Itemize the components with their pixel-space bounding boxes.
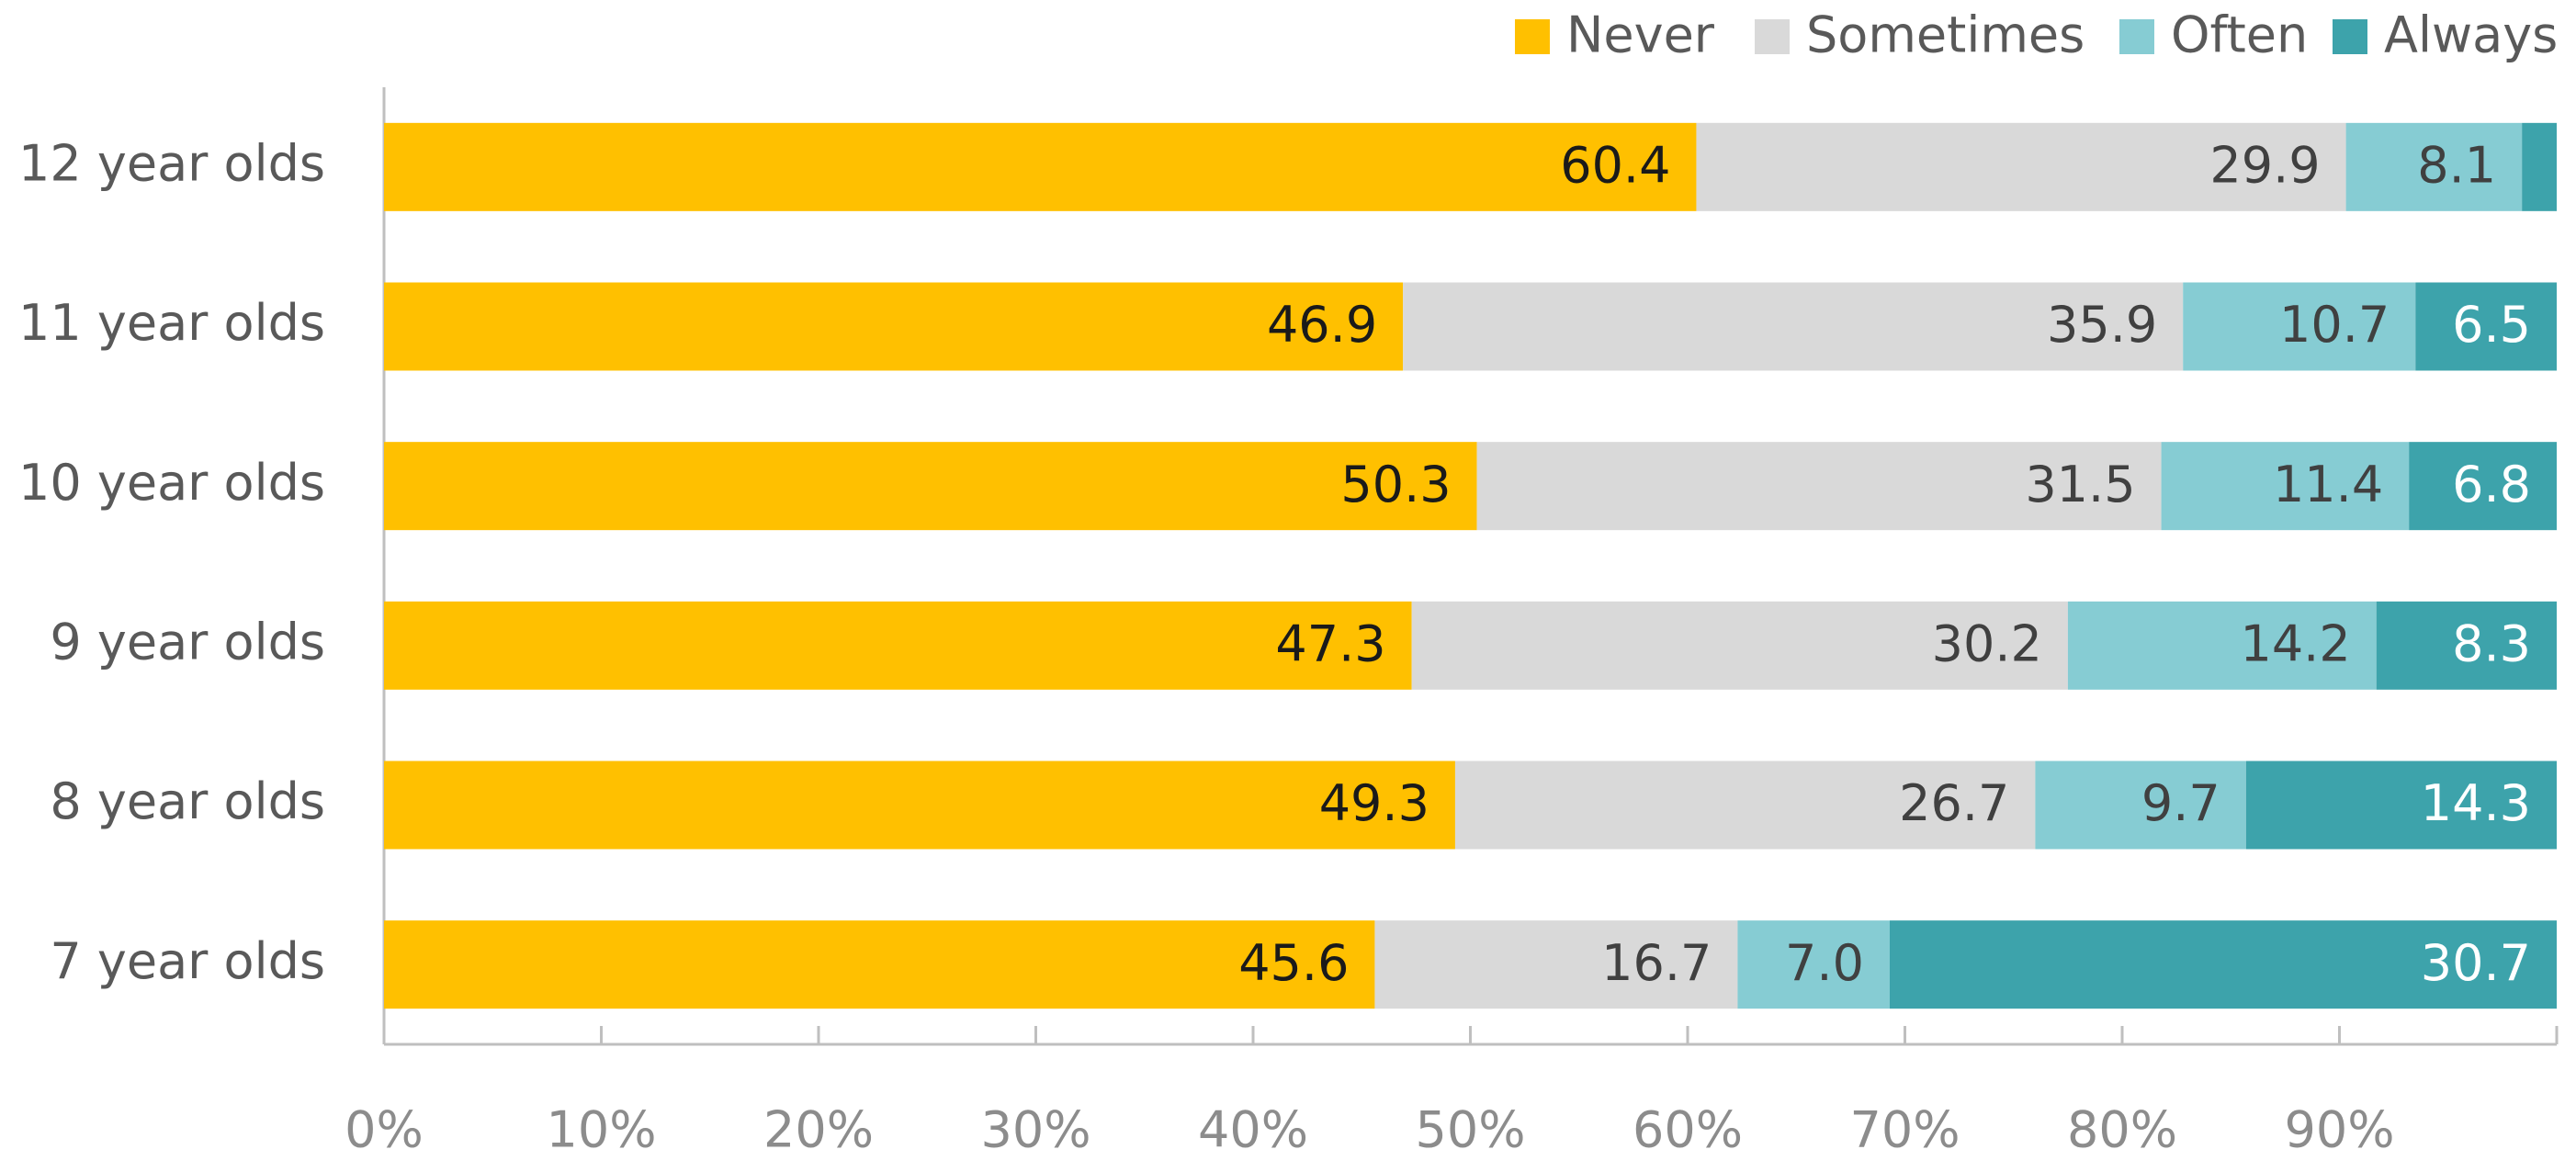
bar-segment: [1454, 761, 2036, 850]
data-label: 7.0: [1785, 934, 1864, 992]
y-tick-label: 9 year olds: [50, 613, 325, 671]
bar-segment: [2067, 601, 2377, 690]
bar-segment: [2245, 761, 2557, 850]
data-label: 35.9: [2047, 296, 2157, 354]
data-label: 49.3: [1319, 774, 1429, 832]
y-tick-label: 7 year olds: [50, 932, 325, 990]
data-label: 8.1: [2417, 136, 2496, 194]
bar-segment: [2409, 442, 2557, 531]
y-tick-label: 10 year olds: [18, 454, 325, 512]
data-label: 11.4: [2273, 456, 2383, 513]
data-label: 26.7: [1899, 774, 2009, 832]
x-tick-label: 10%: [546, 1101, 656, 1159]
bar-segment: [1403, 282, 2184, 371]
legend-swatch: [2119, 19, 2154, 54]
x-tick-label: 60%: [1633, 1101, 1743, 1159]
legend-label: Often: [2171, 6, 2308, 64]
data-label: 45.6: [1238, 934, 1349, 992]
data-label: 60.4: [1560, 136, 1670, 194]
bar-segment: [1374, 920, 1738, 1009]
bar-segment: [384, 282, 1404, 371]
bar-segment: [2183, 282, 2416, 371]
bar-segment: [1696, 122, 2346, 211]
data-label: 8.3: [2452, 614, 2531, 672]
data-label: 16.7: [1601, 934, 1712, 992]
bar-segment: [2035, 761, 2246, 850]
data-label: 47.3: [1275, 614, 1385, 672]
data-label: 29.9: [2209, 136, 2320, 194]
data-label: 31.5: [2025, 456, 2135, 513]
legend-label: Always: [2384, 6, 2558, 64]
x-tick-label: 50%: [1415, 1101, 1525, 1159]
x-tick-label: 40%: [1198, 1101, 1308, 1159]
x-tick-label: 0%: [345, 1101, 424, 1159]
bar-segment: [384, 122, 1697, 211]
data-label: 14.3: [2421, 774, 2531, 832]
bar-segment: [384, 761, 1455, 850]
x-tick-label: 30%: [980, 1101, 1090, 1159]
data-label: 30.2: [1932, 614, 2042, 672]
data-label: 46.9: [1267, 296, 1377, 354]
bar-segment: [384, 601, 1412, 690]
legend-swatch: [2333, 19, 2367, 54]
bar-segment: [1889, 920, 2557, 1009]
bar-segment: [2522, 122, 2557, 211]
bar-segment: [384, 442, 1477, 531]
bar-segment: [2376, 601, 2557, 690]
bar-segment: [1737, 920, 1890, 1009]
data-label: 10.7: [2279, 296, 2390, 354]
bar-segment: [2345, 122, 2523, 211]
legend-label: Sometimes: [1806, 6, 2085, 64]
data-label: 6.5: [2452, 296, 2531, 354]
x-tick-label: 90%: [2284, 1101, 2394, 1159]
x-tick-label: 80%: [2067, 1101, 2177, 1159]
legend-swatch: [1755, 19, 1790, 54]
bar-segment: [384, 920, 1375, 1009]
data-label: 30.7: [2421, 934, 2531, 992]
y-tick-label: 8 year olds: [50, 772, 325, 830]
bar-segment: [2415, 282, 2557, 371]
bar-segment: [2161, 442, 2410, 531]
data-label: 6.8: [2452, 456, 2531, 513]
legend-swatch: [1515, 19, 1550, 54]
data-label: 9.7: [2141, 774, 2220, 832]
x-tick-label: 20%: [763, 1101, 874, 1159]
y-tick-label: 11 year olds: [18, 294, 325, 352]
data-label: 14.2: [2240, 614, 2350, 672]
bar-segment: [1476, 442, 2162, 531]
y-tick-label: 12 year olds: [18, 134, 325, 192]
x-tick-label: 70%: [1849, 1101, 1960, 1159]
data-label: 50.3: [1340, 456, 1451, 513]
bar-segment: [1411, 601, 2068, 690]
legend-label: Never: [1566, 6, 1715, 64]
